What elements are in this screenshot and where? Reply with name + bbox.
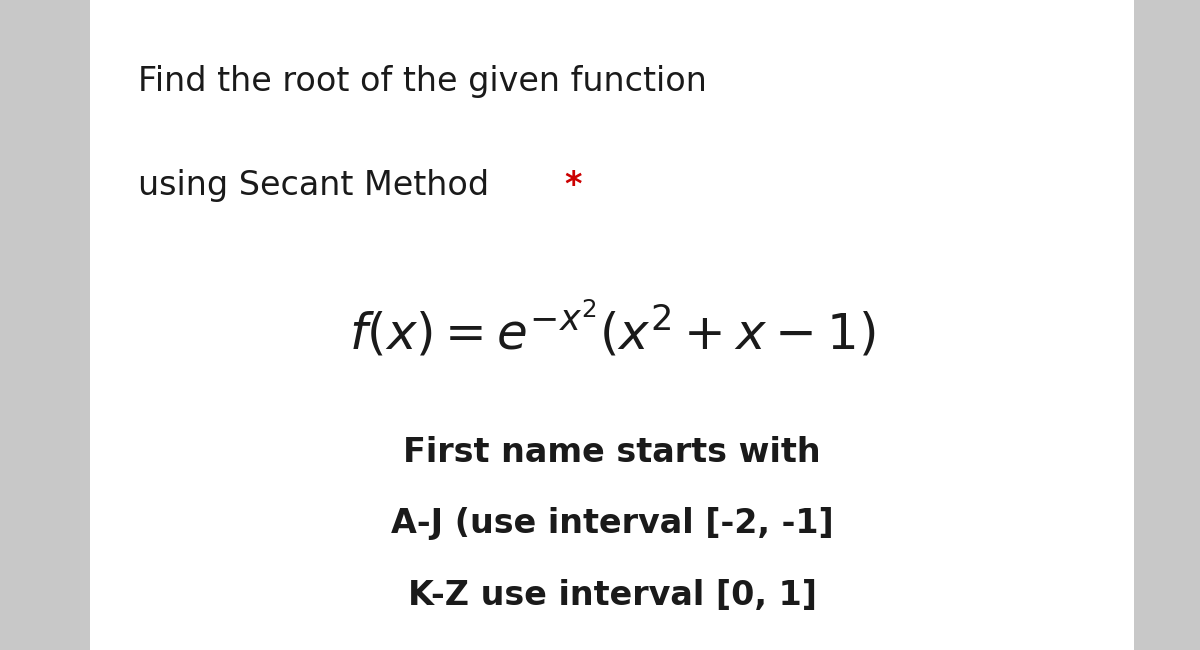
Text: *: *	[564, 169, 582, 202]
Text: using Secant Method: using Secant Method	[138, 169, 499, 202]
Bar	[90, 0, 1134, 650]
Text: A-J (use interval [-2, -1]: A-J (use interval [-2, -1]	[391, 507, 833, 540]
Bar	[1134, 0, 1200, 650]
Text: First name starts with: First name starts with	[403, 436, 821, 469]
Text: $f(x) = e^{-x^2}(x^2 + x - 1)$: $f(x) = e^{-x^2}(x^2 + x - 1)$	[349, 299, 875, 359]
Text: K-Z use interval [0, 1]: K-Z use interval [0, 1]	[408, 578, 816, 612]
Text: Find the root of the given function: Find the root of the given function	[138, 65, 707, 98]
Bar	[0, 0, 90, 650]
